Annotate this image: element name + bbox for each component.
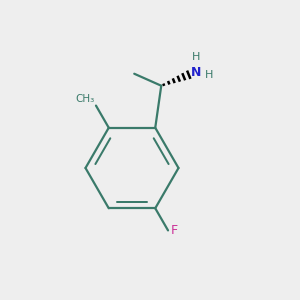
Text: H: H [192, 52, 200, 62]
Text: H: H [206, 70, 214, 80]
Text: F: F [170, 224, 178, 237]
Text: CH₃: CH₃ [75, 94, 94, 104]
Text: N: N [190, 66, 201, 79]
